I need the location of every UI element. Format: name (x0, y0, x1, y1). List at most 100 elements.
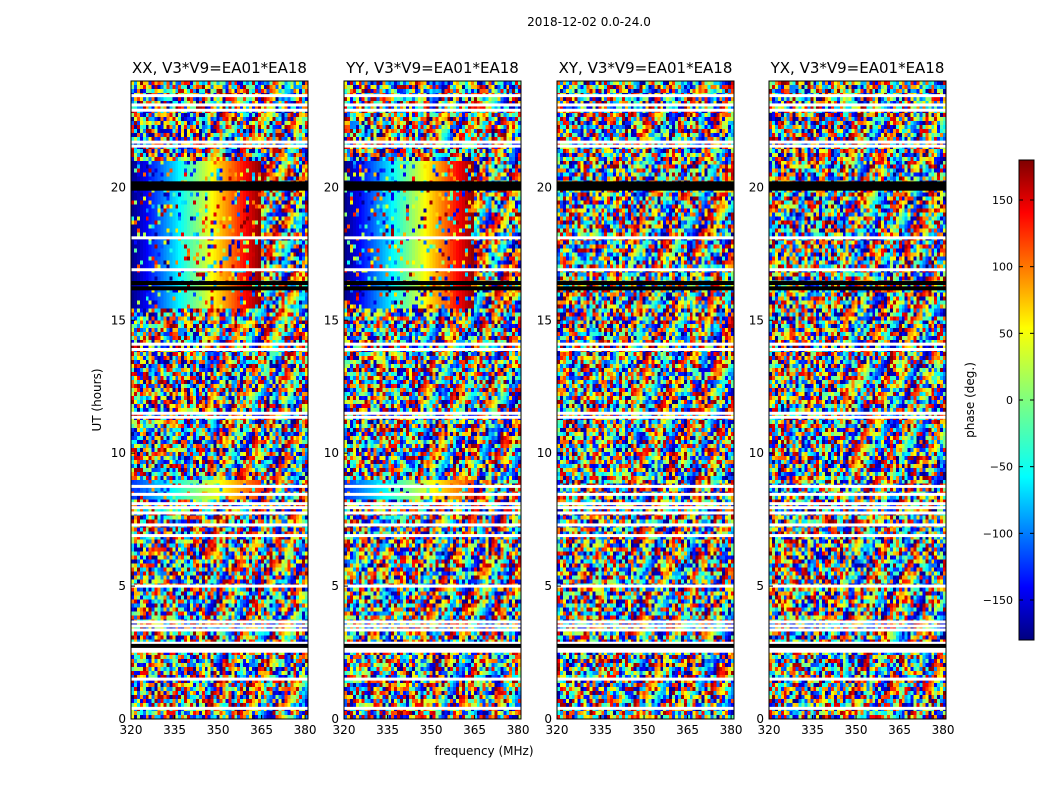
y-tick-label: 5 (544, 579, 552, 593)
flagged-row (344, 677, 521, 681)
y-tick-label: 5 (331, 579, 339, 593)
y-tick-label: 20 (537, 180, 552, 194)
flagged-row (131, 641, 308, 645)
flagged-row (769, 584, 946, 588)
dark-row (344, 286, 521, 291)
flagged-row (131, 103, 308, 107)
flagged-row (769, 647, 946, 651)
flagged-row (131, 502, 308, 506)
flagged-row (557, 108, 734, 112)
dark-row (557, 643, 734, 648)
flagged-row (769, 628, 946, 632)
y-tick-label: 10 (111, 446, 126, 460)
flagged-row (131, 647, 308, 651)
panel-title-yy: YY, V3*V9=EA01*EA18 (345, 59, 519, 77)
flagged-row (131, 628, 308, 632)
dark-row (557, 186, 734, 191)
dark-row (557, 184, 734, 189)
flagged-row (344, 584, 521, 588)
x-tick-label: 365 (463, 723, 486, 737)
flagged-row (769, 94, 946, 98)
dark-row (557, 281, 734, 286)
flagged-row (344, 620, 521, 624)
dark-row (131, 286, 308, 291)
flagged-row (769, 649, 946, 653)
dark-row (769, 286, 946, 291)
flagged-row (557, 649, 734, 653)
flagged-row (557, 506, 734, 510)
flagged-row (344, 641, 521, 645)
x-tick-label: 350 (420, 723, 443, 737)
flagged-row (769, 484, 946, 488)
dark-row (131, 184, 308, 189)
flagged-row (344, 649, 521, 653)
flagged-row (557, 347, 734, 351)
x-tick-label: 365 (250, 723, 273, 737)
flagged-row (131, 649, 308, 653)
y-tick-label: 5 (756, 579, 764, 593)
flagged-row (344, 347, 521, 351)
y-tick-label: 0 (118, 712, 126, 726)
flagged-row (769, 140, 946, 144)
flagged-row (769, 415, 946, 419)
figure-suptitle: 2018-12-02 0.0-24.0 (527, 15, 651, 29)
x-tick-label: 320 (120, 723, 143, 737)
flagged-row (769, 641, 946, 645)
flagged-row (557, 144, 734, 148)
flagged-row (131, 534, 308, 538)
panel-frame (556, 80, 735, 720)
y-tick-label: 10 (537, 446, 552, 460)
flagged-row (557, 511, 734, 515)
colorbar-tick-label: −100 (983, 527, 1013, 540)
y-tick-label: 10 (749, 446, 764, 460)
flagged-row (344, 492, 521, 496)
dark-row (344, 281, 521, 286)
dark-row (769, 184, 946, 189)
x-tick-label: 380 (932, 723, 955, 737)
y-tick-label: 20 (749, 180, 764, 194)
flagged-row (557, 584, 734, 588)
flagged-row (769, 624, 946, 628)
dark-row (344, 186, 521, 191)
flagged-row (344, 236, 521, 240)
flagged-row (769, 620, 946, 624)
flagged-row (131, 411, 308, 415)
x-tick-label: 320 (333, 723, 356, 737)
flagged-row (557, 523, 734, 527)
flagged-row (344, 624, 521, 628)
flagged-row (131, 144, 308, 148)
dark-row (557, 286, 734, 291)
flagged-row (557, 268, 734, 272)
x-tick-label: 350 (845, 723, 868, 737)
flagged-row (131, 415, 308, 419)
flagged-row (344, 108, 521, 112)
flagged-row (344, 506, 521, 510)
colorbar-tick-label: −50 (990, 461, 1013, 474)
flagged-row (557, 677, 734, 681)
flagged-row (131, 140, 308, 144)
colorbar-tick-label: 0 (1006, 394, 1013, 407)
panel-xy: XY, V3*V9=EA01*EA18 320 335 350 365 380 0 5 10 1… (537, 59, 743, 737)
flagged-row (131, 484, 308, 488)
flagged-row (557, 492, 734, 496)
dark-row (344, 181, 521, 186)
dark-row (344, 184, 521, 189)
y-tick-label: 10 (324, 446, 339, 460)
x-tick-label: 380 (720, 723, 743, 737)
flagged-row (557, 647, 734, 651)
flagged-row (769, 342, 946, 346)
flagged-row (557, 620, 734, 624)
flagged-row (557, 624, 734, 628)
flagged-row (557, 502, 734, 506)
dark-row (131, 181, 308, 186)
flagged-row (769, 103, 946, 107)
y-tick-label: 15 (324, 313, 339, 327)
flagged-row (769, 534, 946, 538)
flagged-row (769, 506, 946, 510)
flagged-row (769, 236, 946, 240)
panel-title-xx: XX, V3*V9=EA01*EA18 (132, 59, 307, 77)
flagged-row (557, 342, 734, 346)
x-tick-label: 320 (546, 723, 569, 737)
flagged-row (769, 144, 946, 148)
flagged-row (557, 484, 734, 488)
